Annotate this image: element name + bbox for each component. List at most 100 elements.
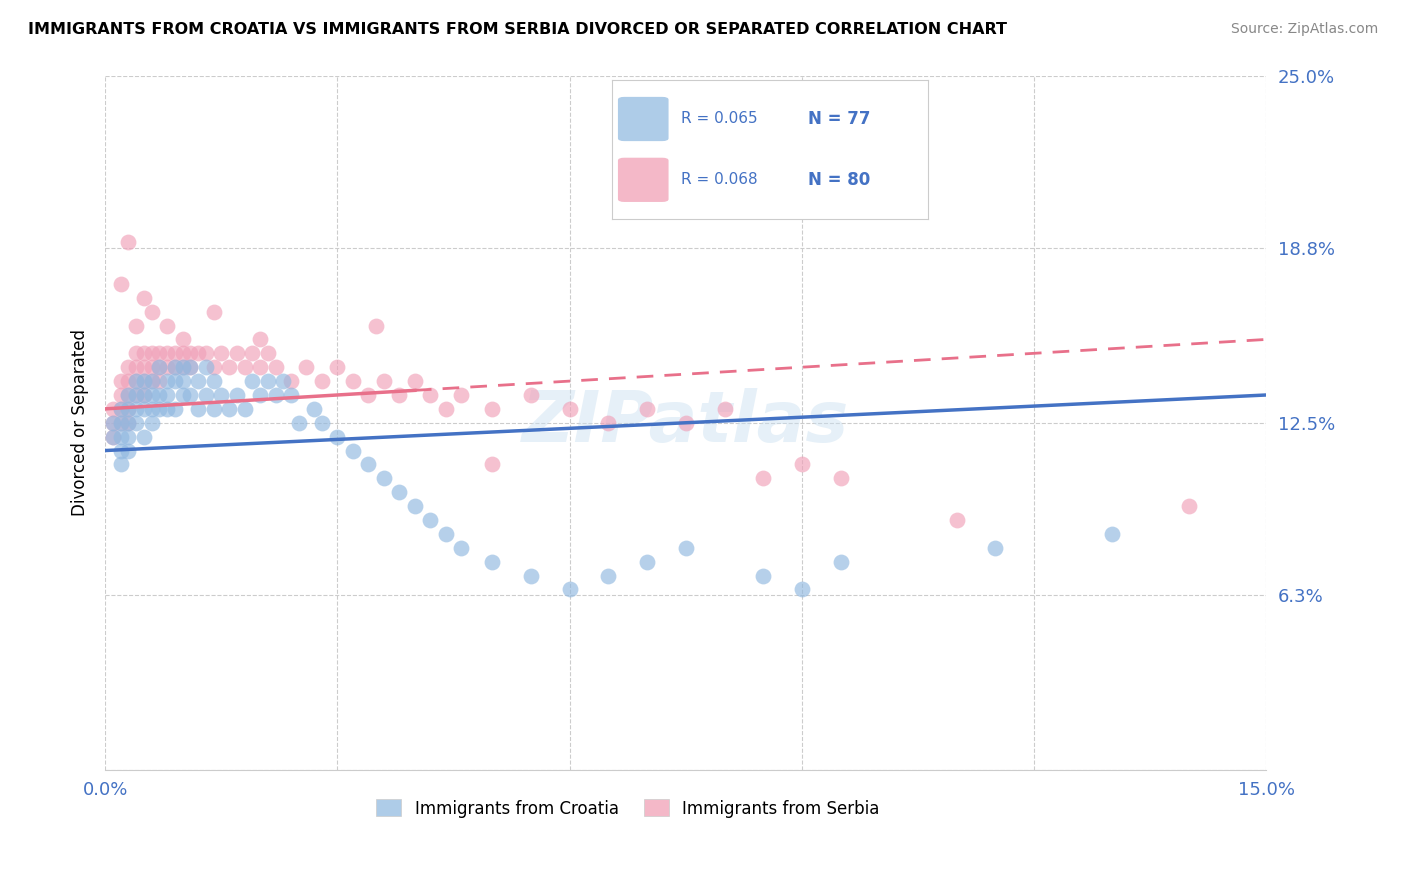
Point [125, 374, 148, 388]
Point [830, 471, 852, 485]
Point [172, 346, 194, 360]
Point [117, 430, 139, 444]
Point [194, 360, 217, 375]
Point [110, 416, 132, 430]
Point [373, 374, 395, 388]
Point [945, 513, 967, 527]
Point [179, 388, 201, 402]
Point [233, 360, 256, 375]
Point [179, 360, 201, 375]
Point [187, 374, 209, 388]
Point [148, 374, 170, 388]
Point [326, 430, 349, 444]
Point [141, 346, 163, 360]
Point [125, 388, 148, 402]
Text: IMMIGRANTS FROM CROATIA VS IMMIGRANTS FROM SERBIA DIVORCED OR SEPARATED CORRELAT: IMMIGRANTS FROM CROATIA VS IMMIGRANTS FR… [28, 22, 1007, 37]
Point [404, 374, 426, 388]
Point [117, 388, 139, 402]
Point [132, 346, 155, 360]
Point [434, 527, 457, 541]
Y-axis label: Divorced or Separated: Divorced or Separated [72, 329, 89, 516]
Point [326, 360, 349, 375]
Point [520, 388, 543, 402]
Point [125, 346, 148, 360]
Point [202, 360, 225, 375]
Point [101, 430, 124, 444]
Point [598, 568, 620, 582]
Point [202, 374, 225, 388]
Point [249, 360, 271, 375]
Point [148, 401, 170, 416]
Point [373, 471, 395, 485]
Point [156, 360, 179, 375]
Point [187, 346, 209, 360]
Point [233, 401, 256, 416]
Point [520, 568, 543, 582]
Point [110, 388, 132, 402]
Point [357, 388, 380, 402]
Point [311, 374, 333, 388]
Point [1101, 527, 1123, 541]
Point [598, 416, 620, 430]
FancyBboxPatch shape [619, 97, 669, 141]
Point [481, 401, 503, 416]
Text: ZIPatlas: ZIPatlas [522, 388, 849, 458]
Point [110, 374, 132, 388]
Point [218, 401, 240, 416]
Point [141, 304, 163, 318]
Point [117, 416, 139, 430]
Point [675, 416, 697, 430]
Text: N = 77: N = 77 [808, 110, 870, 128]
Point [125, 374, 148, 388]
Point [132, 388, 155, 402]
Point [790, 582, 813, 597]
Point [179, 346, 201, 360]
Point [117, 374, 139, 388]
Point [218, 360, 240, 375]
Point [117, 360, 139, 375]
Point [156, 401, 179, 416]
Point [163, 374, 186, 388]
Point [172, 360, 194, 375]
Point [172, 388, 194, 402]
Point [209, 388, 232, 402]
Point [419, 513, 441, 527]
Point [295, 360, 318, 375]
Point [101, 416, 124, 430]
Point [101, 430, 124, 444]
Point [830, 555, 852, 569]
Point [101, 416, 124, 430]
Text: R = 0.065: R = 0.065 [682, 112, 758, 127]
Point [419, 388, 441, 402]
Point [558, 582, 581, 597]
Point [132, 374, 155, 388]
Point [434, 401, 457, 416]
Text: R = 0.068: R = 0.068 [682, 172, 758, 187]
Point [110, 458, 132, 472]
Point [117, 416, 139, 430]
Point [264, 388, 287, 402]
Point [187, 401, 209, 416]
Point [141, 360, 163, 375]
Point [148, 360, 170, 375]
Point [194, 346, 217, 360]
Point [240, 374, 263, 388]
Point [311, 416, 333, 430]
Point [101, 401, 124, 416]
Point [141, 388, 163, 402]
Point [141, 401, 163, 416]
Point [125, 416, 148, 430]
Point [194, 388, 217, 402]
Point [172, 360, 194, 375]
Point [110, 401, 132, 416]
Point [141, 374, 163, 388]
Point [148, 360, 170, 375]
Point [179, 360, 201, 375]
Point [117, 401, 139, 416]
Point [249, 388, 271, 402]
Point [240, 346, 263, 360]
Point [388, 388, 411, 402]
Point [110, 416, 132, 430]
Point [225, 346, 247, 360]
Point [450, 388, 472, 402]
